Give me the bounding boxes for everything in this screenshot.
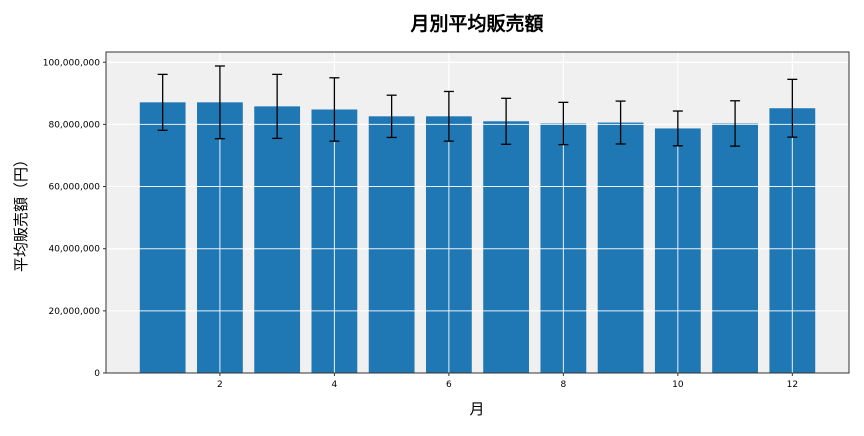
plot-frame — [105, 51, 850, 374]
bar — [597, 122, 644, 373]
x-axis-label: 月 — [469, 400, 484, 418]
bar — [483, 121, 530, 373]
x-tick-label: 2 — [217, 380, 223, 390]
y-tick-label: 40,000,000 — [48, 245, 100, 255]
y-tick-label: 80,000,000 — [48, 120, 100, 130]
x-tick-label: 6 — [446, 380, 452, 390]
x-tick-label: 8 — [560, 380, 566, 390]
x-tick-label: 10 — [672, 380, 684, 390]
bar — [254, 106, 301, 374]
y-tick-label: 0 — [94, 369, 100, 379]
x-tick-label: 12 — [787, 380, 798, 390]
error-bars — [157, 65, 798, 147]
y-axis-label: 平均販売額（円） — [12, 152, 30, 272]
y-tick-label: 100,000,000 — [43, 58, 101, 68]
bars — [106, 52, 849, 374]
bar — [368, 116, 415, 374]
y-tick-label: 60,000,000 — [48, 183, 100, 193]
chart-title: 月別平均販売額 — [409, 12, 543, 35]
y-tick-label: 20,000,000 — [48, 307, 100, 317]
ticks: 0 20,000,000 40,000,000 60,000,000 80,000,00… — [43, 58, 798, 390]
x-tick-label: 4 — [332, 380, 338, 390]
bar — [139, 102, 186, 373]
